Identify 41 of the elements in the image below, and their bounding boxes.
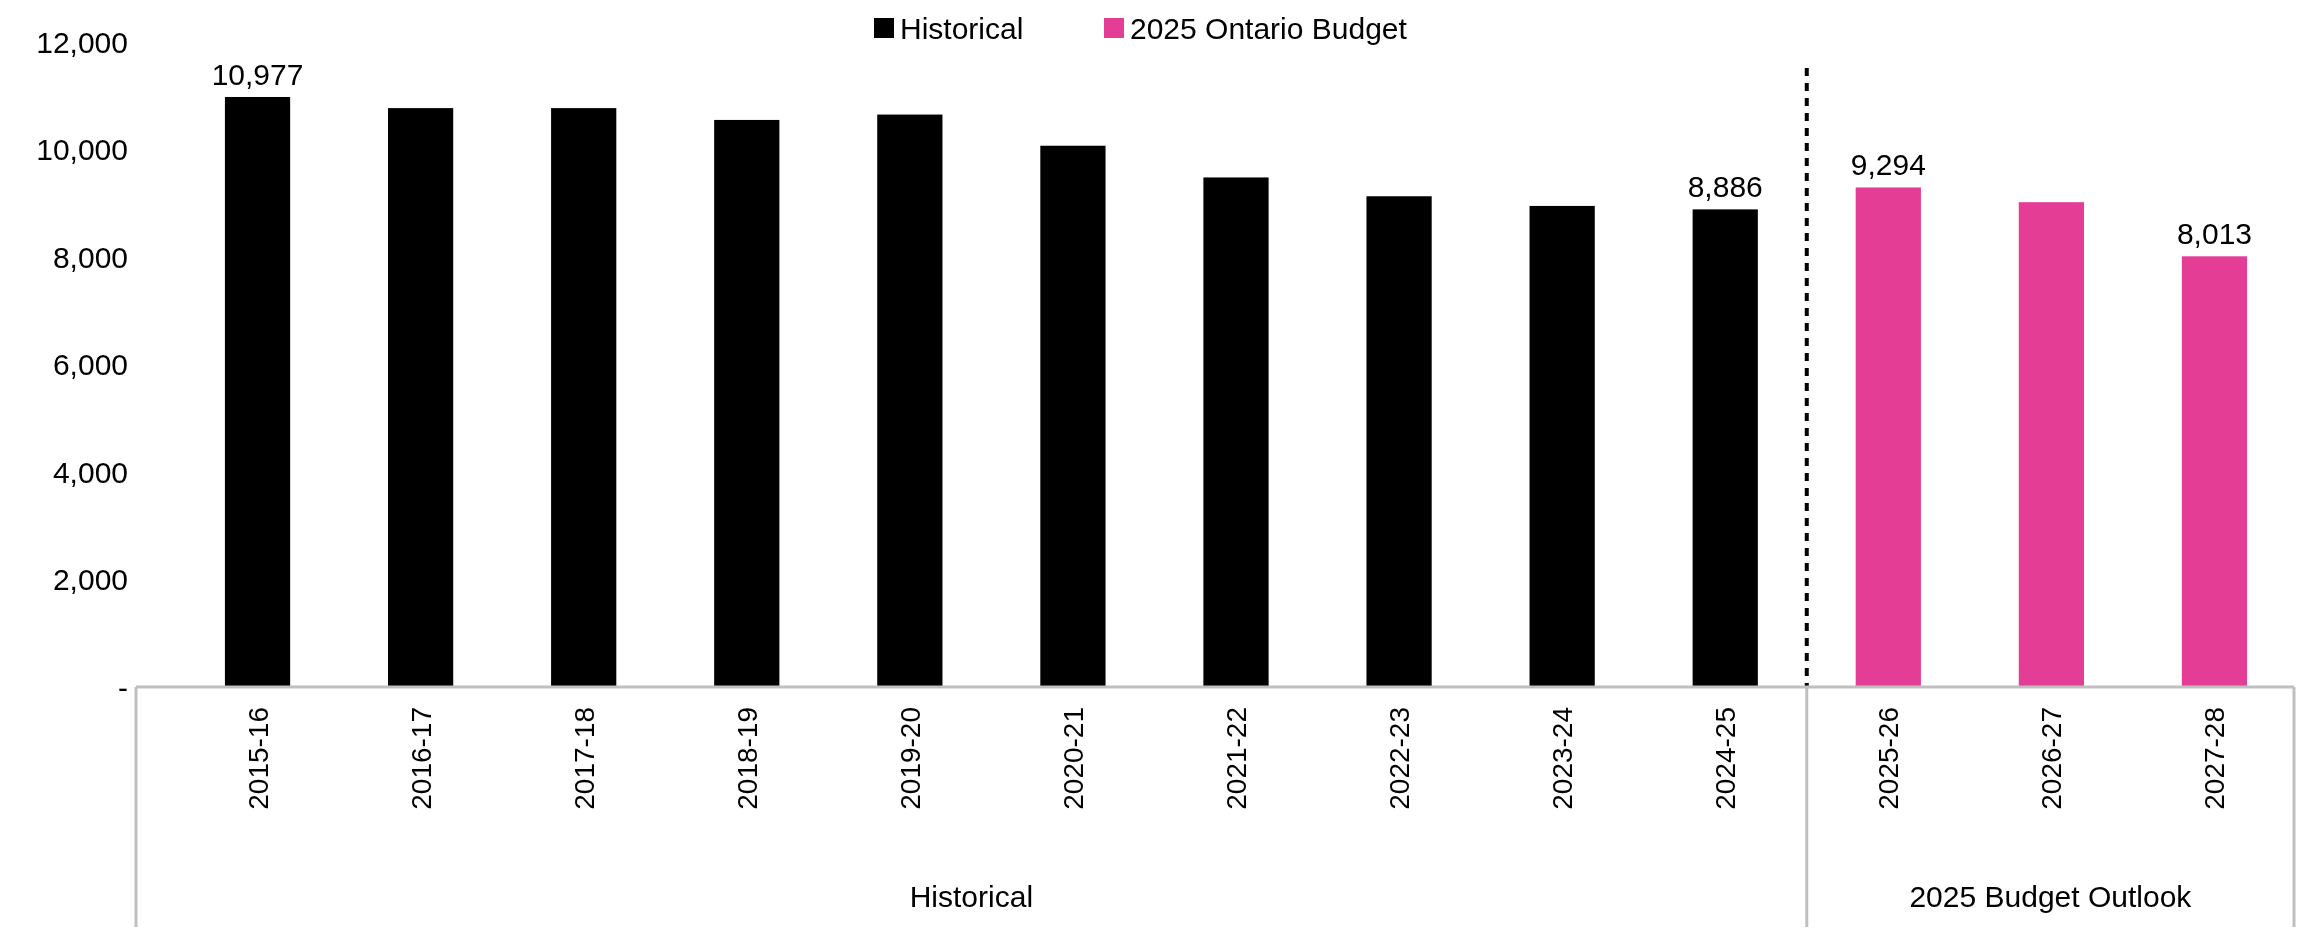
data-label: 9,294	[1850, 148, 1926, 182]
x-tick-label: 2022-23	[1384, 707, 1416, 810]
data-label: 8,886	[1687, 170, 1763, 204]
y-tick-label: 10,000	[36, 133, 128, 166]
x-tick-label: 2018-19	[731, 707, 763, 810]
y-tick-label: 6,000	[52, 348, 128, 381]
bar	[388, 108, 454, 687]
x-tick-label: 2021-22	[1221, 707, 1252, 810]
y-tick-label: 4,000	[52, 455, 128, 489]
data-label: 8,013	[2176, 217, 2252, 251]
x-tick-label: 2019-20	[894, 707, 926, 810]
bar	[1040, 145, 1106, 687]
text: Historical	[909, 880, 1034, 913]
bar	[1692, 209, 1758, 687]
x-tick-label: 2015-16	[242, 707, 274, 810]
y-tick-label: 2,000	[52, 563, 128, 596]
x-tick-label: 2020-21	[1057, 707, 1089, 810]
y-tick-label: 8,000	[52, 240, 128, 274]
x-tick-label: 2027-28	[2199, 707, 2231, 810]
x-tick-label: 2017-18	[568, 707, 600, 810]
x-tick-label: 2025-26	[1873, 707, 1905, 810]
x-tick-label: 2024-25	[1710, 707, 1742, 810]
bar	[1366, 196, 1432, 687]
bar	[1855, 187, 1921, 687]
x-tick-label: 2026-27	[2036, 707, 2068, 810]
data-label: 10,977	[211, 57, 304, 91]
x-tick-label: 2023-24	[1547, 707, 1579, 810]
legend-label: Historical	[900, 11, 1024, 45]
bar	[1529, 205, 1595, 687]
bar	[714, 119, 780, 687]
bar	[551, 108, 617, 687]
bar	[2181, 256, 2248, 687]
legend-label: 2025 Ontario Budget	[1130, 11, 1408, 45]
bar	[1203, 177, 1269, 687]
bar	[877, 114, 943, 687]
y-tick-label: 12,000	[36, 25, 128, 59]
bar	[224, 96, 291, 687]
y-tick-label: -	[118, 670, 128, 704]
text: 2025 Budget Outlook	[1909, 880, 2193, 913]
bar	[2018, 202, 2084, 687]
x-tick-label: 2016-17	[405, 707, 437, 810]
